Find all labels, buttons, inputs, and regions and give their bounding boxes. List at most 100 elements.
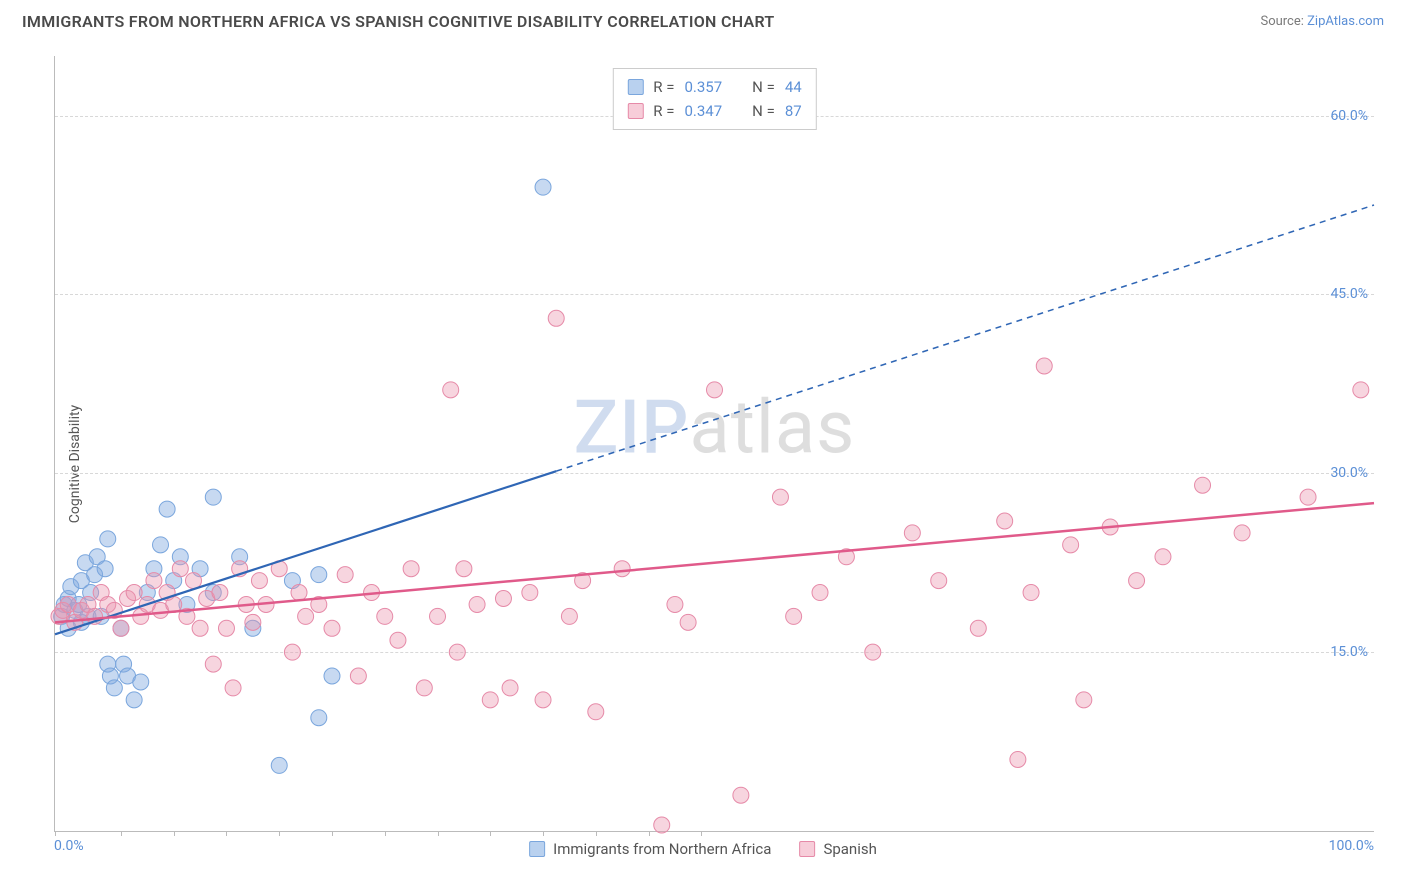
xtick-mark xyxy=(279,831,280,836)
scatter-point-northern_africa xyxy=(324,668,340,684)
scatter-point-spanish xyxy=(1129,573,1145,589)
swatch-icon xyxy=(529,841,545,857)
swatch-icon xyxy=(627,79,643,95)
ytick-label: 60.0% xyxy=(1330,108,1368,124)
scatter-point-spanish xyxy=(1010,751,1026,767)
scatter-point-spanish xyxy=(522,585,538,601)
scatter-point-northern_africa xyxy=(311,710,327,726)
scatter-point-spanish xyxy=(786,608,802,624)
scatter-point-northern_africa xyxy=(133,674,149,690)
scatter-point-northern_africa xyxy=(106,680,122,696)
scatter-point-spanish xyxy=(865,644,881,660)
scatter-point-spanish xyxy=(997,513,1013,529)
xtick-mark xyxy=(332,831,333,836)
swatch-icon xyxy=(799,841,815,857)
scatter-point-spanish xyxy=(337,567,353,583)
stats-n-value: 87 xyxy=(785,99,802,123)
scatter-point-northern_africa xyxy=(271,757,287,773)
scatter-point-spanish xyxy=(192,620,208,636)
xtick-mark xyxy=(438,831,439,836)
ytick-label: 15.0% xyxy=(1330,644,1368,660)
scatter-point-spanish xyxy=(495,591,511,607)
scatter-point-spanish xyxy=(185,573,201,589)
scatter-point-spanish xyxy=(416,680,432,696)
scatter-point-spanish xyxy=(772,489,788,505)
legend-item-northern_africa: Immigrants from Northern Africa xyxy=(529,840,771,858)
scatter-point-spanish xyxy=(146,573,162,589)
scatter-point-spanish xyxy=(443,382,459,398)
trendline-spanish xyxy=(55,503,1374,622)
scatter-point-spanish xyxy=(212,585,228,601)
xtick-mark xyxy=(649,831,650,836)
scatter-point-spanish xyxy=(390,632,406,648)
scatter-point-spanish xyxy=(291,585,307,601)
xtick-mark xyxy=(174,831,175,836)
scatter-point-spanish xyxy=(1300,489,1316,505)
scatter-point-spanish xyxy=(733,787,749,803)
scatter-point-spanish xyxy=(904,525,920,541)
scatter-point-spanish xyxy=(1195,477,1211,493)
scatter-point-spanish xyxy=(1063,537,1079,553)
scatter-point-northern_africa xyxy=(97,561,113,577)
xtick-mark xyxy=(55,831,56,836)
legend-label: Immigrants from Northern Africa xyxy=(553,840,771,858)
scatter-point-northern_africa xyxy=(535,179,551,195)
ytick-label: 30.0% xyxy=(1330,465,1368,481)
legend-item-spanish: Spanish xyxy=(799,840,876,858)
xtick-mark xyxy=(385,831,386,836)
scatter-point-spanish xyxy=(1023,585,1039,601)
scatter-point-spanish xyxy=(812,585,828,601)
scatter-point-spanish xyxy=(469,596,485,612)
plot-area: ZIPatlas R =0.357N =44R =0.347N =87 15.0… xyxy=(54,56,1374,832)
scatter-point-spanish xyxy=(377,608,393,624)
stats-n-label: N = xyxy=(752,75,775,99)
scatter-point-northern_africa xyxy=(126,692,142,708)
scatter-point-spanish xyxy=(225,680,241,696)
scatter-point-spanish xyxy=(350,668,366,684)
chart-container: Cognitive Disability ZIPatlas R =0.357N … xyxy=(22,46,1384,882)
scatter-point-spanish xyxy=(1155,549,1171,565)
scatter-point-spanish xyxy=(561,608,577,624)
scatter-point-spanish xyxy=(548,310,564,326)
scatter-point-spanish xyxy=(218,620,234,636)
stats-r-label: R = xyxy=(653,75,674,99)
source-link[interactable]: ZipAtlas.com xyxy=(1307,14,1384,29)
scatter-point-northern_africa xyxy=(159,501,175,517)
chart-header: IMMIGRANTS FROM NORTHERN AFRICA VS SPANI… xyxy=(0,0,1406,39)
scatter-point-spanish xyxy=(931,573,947,589)
xaxis-min-label: 0.0% xyxy=(54,838,84,854)
scatter-point-spanish xyxy=(667,596,683,612)
source-attribution: Source: ZipAtlas.com xyxy=(1260,14,1384,29)
scatter-point-spanish xyxy=(654,817,670,833)
stats-row-spanish: R =0.347N =87 xyxy=(627,99,801,123)
scatter-point-spanish xyxy=(970,620,986,636)
scatter-point-spanish xyxy=(113,620,129,636)
scatter-point-spanish xyxy=(1234,525,1250,541)
xaxis-max-label: 100.0% xyxy=(1329,838,1374,854)
scatter-point-spanish xyxy=(284,644,300,660)
stats-r-label: R = xyxy=(653,99,674,123)
stats-row-northern_africa: R =0.357N =44 xyxy=(627,75,801,99)
xaxis-series-legend: Immigrants from Northern Africa Spanish xyxy=(529,840,877,858)
stats-n-value: 44 xyxy=(785,75,802,99)
scatter-point-spanish xyxy=(430,608,446,624)
scatter-point-spanish xyxy=(502,680,518,696)
scatter-point-spanish xyxy=(456,561,472,577)
scatter-point-spanish xyxy=(482,692,498,708)
xtick-mark xyxy=(701,831,702,836)
scatter-point-spanish xyxy=(298,608,314,624)
stats-n-label: N = xyxy=(752,99,775,123)
trendline-dashed-northern_africa xyxy=(556,205,1374,471)
scatter-point-spanish xyxy=(588,704,604,720)
ytick-label: 45.0% xyxy=(1330,286,1368,302)
scatter-point-spanish xyxy=(1353,382,1369,398)
scatter-point-spanish xyxy=(172,561,188,577)
plot-svg xyxy=(55,56,1374,831)
stats-legend-box: R =0.357N =44R =0.347N =87 xyxy=(612,68,816,130)
legend-label: Spanish xyxy=(823,840,876,858)
scatter-point-northern_africa xyxy=(100,531,116,547)
swatch-icon xyxy=(627,103,643,119)
scatter-point-spanish xyxy=(205,656,221,672)
xtick-mark xyxy=(596,831,597,836)
source-prefix: Source: xyxy=(1260,14,1307,29)
